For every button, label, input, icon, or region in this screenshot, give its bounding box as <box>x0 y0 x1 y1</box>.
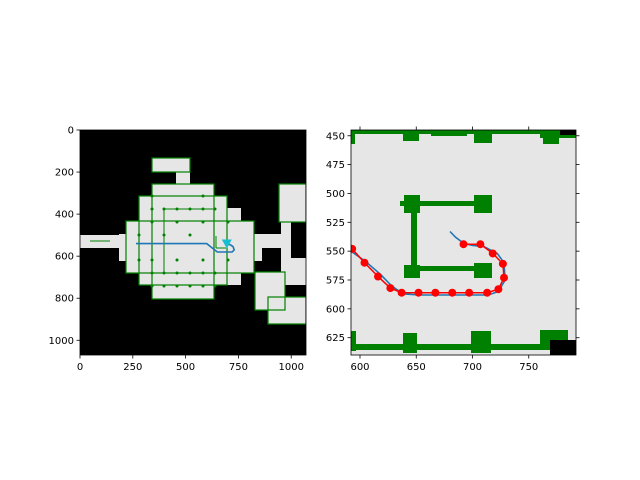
waypoint-marker <box>465 288 474 297</box>
y-tick-label: 575 <box>326 276 345 287</box>
left-axes-frame <box>79 129 307 356</box>
y-tick-label: 0 <box>68 126 74 137</box>
waypoint-marker <box>360 258 369 267</box>
left-ticks: 0 250 500 750 1000 0 200 400 600 800 1000 <box>49 126 304 374</box>
left-axes: 0 250 500 750 1000 0 200 400 600 800 1000 <box>49 126 307 374</box>
global-path-line <box>136 242 236 253</box>
waypoint-marker <box>374 272 382 281</box>
waypoint-line <box>351 243 505 294</box>
right-ticks: 600 650 700 750 450 475 500 525 550 575 600 625 <box>326 126 580 373</box>
waypoint-marker <box>459 240 468 249</box>
waypoint-marker <box>500 273 508 282</box>
y-tick-label: 600 <box>326 304 345 315</box>
y-tick-label: 625 <box>326 333 345 344</box>
right-data-layer <box>351 230 508 297</box>
y-tick-label: 475 <box>326 160 345 171</box>
waypoint-marker <box>483 288 492 297</box>
right-unknown-space <box>550 130 576 355</box>
waypoint-marker <box>431 288 440 297</box>
y-tick-label: 450 <box>326 131 345 142</box>
waypoint-marker <box>494 285 503 294</box>
y-tick-label: 550 <box>326 247 345 258</box>
right-map <box>351 130 576 355</box>
x-tick-label: 500 <box>176 362 195 373</box>
x-tick-label: 750 <box>519 362 538 373</box>
right-axes: 600 650 700 750 450 475 500 525 550 575 600 625 <box>326 126 580 373</box>
waypoint-marker <box>498 259 507 268</box>
y-tick-label: 200 <box>55 168 74 179</box>
right-obstacles <box>351 130 576 353</box>
waypoint-marker <box>351 244 357 253</box>
x-tick-label: 750 <box>229 362 248 373</box>
waypoint-marker <box>397 288 406 297</box>
y-tick-label: 525 <box>326 218 345 229</box>
y-tick-label: 600 <box>55 252 74 263</box>
waypoint-marker <box>448 288 457 297</box>
x-tick-label: 700 <box>463 362 482 373</box>
wall-outlines <box>125 157 306 325</box>
robot-marker <box>221 239 232 249</box>
x-tick-label: 250 <box>123 362 142 373</box>
x-tick-label: 600 <box>350 362 369 373</box>
waypoint-marker <box>488 249 497 258</box>
y-tick-label: 1000 <box>49 336 74 347</box>
left-map <box>80 130 306 355</box>
y-tick-label: 400 <box>55 210 74 221</box>
left-data-layer <box>136 239 236 253</box>
waypoint-marker <box>414 288 423 297</box>
waypoint-marker <box>476 240 485 249</box>
waypoint-marker <box>386 284 395 293</box>
right-axes-frame <box>350 129 577 356</box>
pillars <box>137 194 230 288</box>
y-tick-label: 500 <box>326 189 345 200</box>
x-tick-label: 650 <box>407 362 426 373</box>
y-tick-label: 800 <box>55 294 74 305</box>
x-tick-label: 0 <box>77 362 83 373</box>
x-tick-label: 1000 <box>278 362 303 373</box>
